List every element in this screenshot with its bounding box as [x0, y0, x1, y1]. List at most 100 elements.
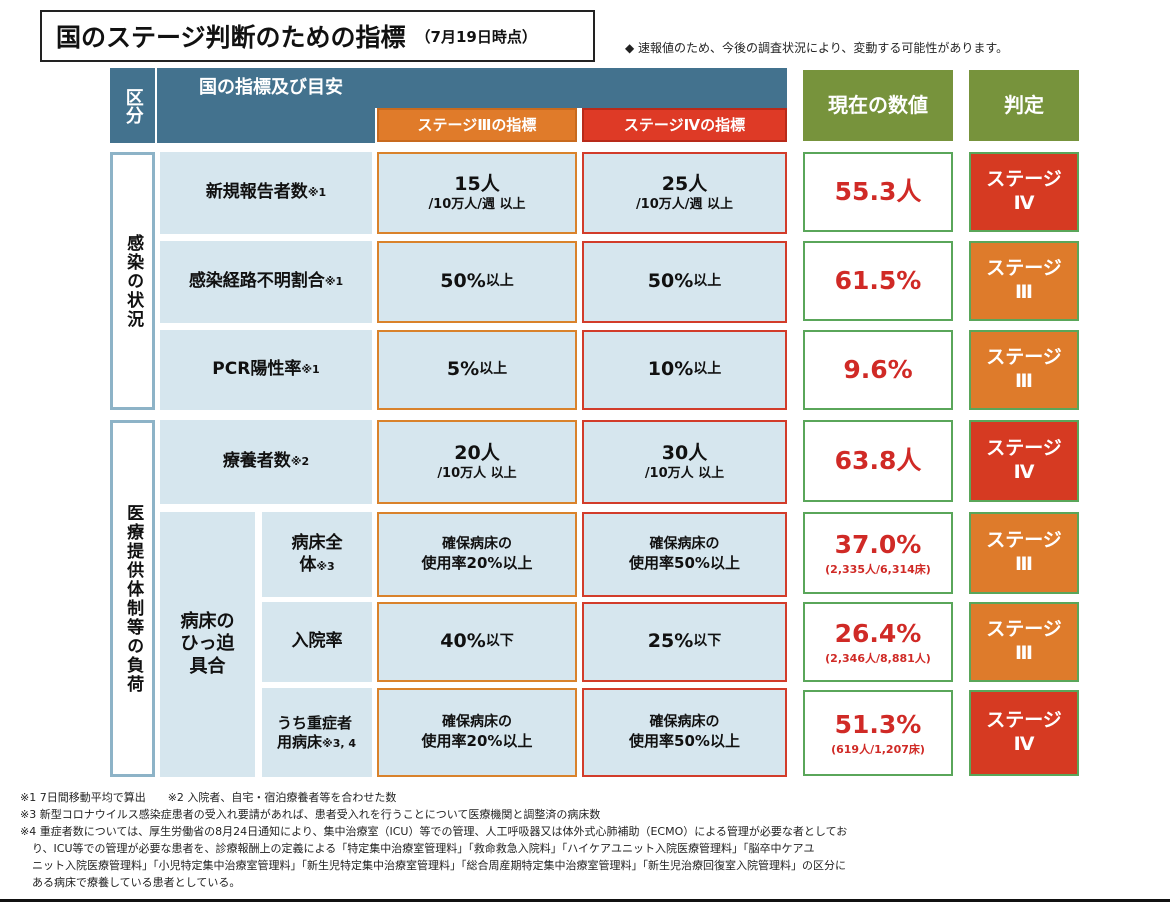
- stage3-unit: /10万人 以上: [437, 465, 517, 481]
- judgement-label: ステージ: [986, 346, 1062, 369]
- stage4-cell: 10% 以上: [582, 330, 787, 410]
- title-date: （7月19日時点）: [415, 27, 537, 46]
- stage3-unit: 以上: [485, 273, 514, 290]
- stage3-unit: 以上: [479, 361, 508, 378]
- stage4-cell: 25% 以下: [582, 602, 787, 682]
- judgement-label: ステージ: [986, 168, 1062, 191]
- stage4-unit: 以上: [693, 273, 722, 290]
- row-label: 感染経路不明割合 ※1: [160, 241, 372, 323]
- current-detail: (2,335人/6,314床): [825, 563, 931, 577]
- judgement-stage: Ⅳ: [1013, 192, 1035, 214]
- header-kubun-label: 区分: [122, 87, 144, 124]
- current-value: 61.5%: [834, 266, 922, 296]
- header-stage4: ステージⅣの指標: [582, 108, 787, 142]
- current-cell: 26.4% (2,346人/8,881人): [803, 602, 953, 682]
- stage4-value: 10%: [647, 358, 694, 381]
- judgement-cell: ステージ Ⅳ: [969, 152, 1079, 232]
- stage4-cell: 確保病床の 使用率50%以上: [582, 512, 787, 597]
- row-note: ※1: [307, 186, 327, 200]
- footnote-6: ある病床で療養している患者としている。: [32, 876, 241, 889]
- stage4-cell: 50% 以上: [582, 241, 787, 323]
- stage3-cell: 50% 以上: [377, 241, 577, 323]
- row-note: ※2: [290, 455, 310, 469]
- bottom-divider: [0, 899, 1170, 902]
- stage3-cell: 40% 以下: [377, 602, 577, 682]
- title-box: 国のステージ判断のための指標 （7月19日時点）: [40, 10, 595, 62]
- judgement-cell: ステージ Ⅲ: [969, 330, 1079, 410]
- current-value: 9.6%: [843, 355, 913, 385]
- judgement-stage: Ⅲ: [1015, 642, 1033, 664]
- stage3-value: 確保病床の: [442, 714, 512, 731]
- judgement-label: ステージ: [986, 709, 1062, 732]
- stage3-cell: 確保病床の 使用率20%以上: [377, 512, 577, 597]
- stage3-value: 確保病床の: [442, 536, 512, 553]
- stage4-value: 25%: [647, 630, 694, 653]
- stage3-value: 50%: [440, 270, 486, 293]
- category-medical: 医療提供体制等の負荷: [110, 420, 155, 777]
- judgement-label: ステージ: [986, 529, 1062, 552]
- stage3-value: 15人: [454, 173, 500, 195]
- judgement-stage: Ⅳ: [1013, 733, 1035, 755]
- stage4-unit: /10万人 以上: [644, 465, 725, 481]
- row-label: 療養者数 ※2: [160, 420, 372, 504]
- judgement-stage: Ⅲ: [1015, 370, 1033, 392]
- stage3-unit: /10万人/週 以上: [428, 196, 526, 212]
- footnote-5: ニット入院医療管理料」「小児特定集中治療室管理料」「新生児特定集中治療室管理料」…: [32, 859, 846, 872]
- category-infection: 感染の状況: [110, 152, 155, 410]
- judgement-cell: ステージ Ⅲ: [969, 241, 1079, 321]
- judgement-label: ステージ: [986, 257, 1062, 280]
- judgement-label: ステージ: [986, 437, 1062, 460]
- stage4-cell: 30人 /10万人 以上: [582, 420, 787, 504]
- row-label-text: PCR陽性率: [212, 359, 302, 380]
- row-label-text: 療養者数: [222, 451, 291, 472]
- stage3-cell: 20人 /10万人 以上: [377, 420, 577, 504]
- footnote-3: ※4 重症者数については、厚生労働省の8月24日通知により、集中治療室（ICU）…: [20, 825, 848, 838]
- stage4-value: 30人: [661, 442, 708, 464]
- stage4-value: 確保病床の: [649, 536, 720, 553]
- judgement-label: ステージ: [986, 618, 1062, 641]
- row-label-text: うち重症者用病床: [277, 713, 353, 751]
- current-detail: (619人/1,207床): [831, 743, 925, 757]
- current-cell: 55.3人: [803, 152, 953, 232]
- current-cell: 51.3% (619人/1,207床): [803, 690, 953, 776]
- stage4-value: 25人: [661, 173, 708, 195]
- current-cell: 61.5%: [803, 241, 953, 321]
- header-stage3: ステージⅢの指標: [377, 108, 577, 142]
- current-cell: 63.8人: [803, 420, 953, 502]
- header-kubun: 区分: [110, 68, 155, 143]
- stage4-unit: 以下: [693, 633, 722, 650]
- row-label: 新規報告者数 ※1: [160, 152, 372, 234]
- judgement-stage: Ⅳ: [1013, 461, 1035, 483]
- row-note: ※1: [301, 363, 320, 377]
- stage3-unit: 使用率20%以上: [421, 553, 533, 572]
- row-label: PCR陽性率 ※1: [160, 330, 372, 410]
- stage3-value: 5%: [446, 358, 480, 381]
- current-value: 55.3人: [834, 177, 922, 207]
- stage4-value: 50%: [647, 270, 694, 293]
- footnote-1: ※1 7日間移動平均で算出 ※2 入院者、自宅・宿泊療養者等を合わせた数: [20, 791, 397, 804]
- row-note: ※3, 4: [322, 736, 357, 750]
- header-current: 現在の数値: [803, 70, 953, 141]
- judgement-cell: ステージ Ⅲ: [969, 512, 1079, 594]
- stage3-cell: 確保病床の 使用率20%以上: [377, 688, 577, 777]
- stage4-unit: 使用率50%以上: [629, 731, 740, 750]
- current-cell: 9.6%: [803, 330, 953, 410]
- header-judgement: 判定: [969, 70, 1079, 141]
- stage4-cell: 確保病床の 使用率50%以上: [582, 688, 787, 777]
- judgement-cell: ステージ Ⅳ: [969, 420, 1079, 502]
- stage4-unit: 以上: [693, 361, 722, 378]
- sub-label-bed-text: 病床のひっ迫具合: [180, 610, 235, 677]
- judgement-cell: ステージ Ⅲ: [969, 602, 1079, 682]
- judgement-cell: ステージ Ⅳ: [969, 690, 1079, 776]
- row-label-text: 新規報告者数: [205, 182, 308, 203]
- header-kuni-left: [157, 108, 375, 143]
- row-note: ※3: [316, 559, 335, 573]
- page-title: 国のステージ判断のための指標: [56, 23, 406, 52]
- stage4-unit: /10万人/週 以上: [635, 196, 734, 212]
- current-cell: 37.0% (2,335人/6,314床): [803, 512, 953, 594]
- judgement-stage: Ⅲ: [1015, 553, 1033, 575]
- row-label-wrap: 病床全体※3: [285, 533, 349, 576]
- top-note: ◆ 速報値のため、今後の調査状況により、変動する可能性があります。: [625, 41, 1009, 55]
- row-label: うち重症者用病床※3, 4: [262, 688, 372, 777]
- stage3-cell: 5% 以上: [377, 330, 577, 410]
